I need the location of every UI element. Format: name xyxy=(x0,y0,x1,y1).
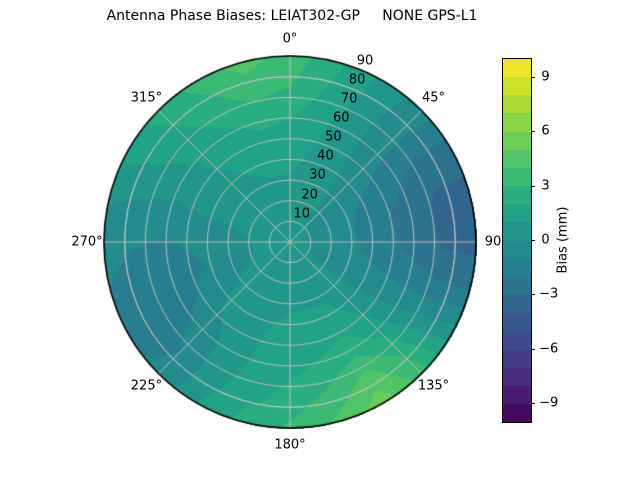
colorbar-segment xyxy=(503,113,531,132)
colorbar-segment xyxy=(503,131,531,150)
colorbar-segment xyxy=(503,95,531,114)
colorbar-segment xyxy=(503,403,531,423)
colorbar-segment xyxy=(503,204,531,223)
colorbar xyxy=(502,58,532,423)
theta-tick-label: 270° xyxy=(71,234,103,250)
colorbar-tickmark xyxy=(531,240,535,241)
r-tick-label: 70 xyxy=(340,91,358,107)
colorbar-segment xyxy=(503,167,531,187)
colorbar-segment xyxy=(503,258,531,277)
colorbar-segment xyxy=(503,349,531,368)
colorbar-segment xyxy=(503,240,531,259)
colorbar-segment xyxy=(503,149,531,168)
r-tick-label: 60 xyxy=(332,110,350,126)
colorbar-segment xyxy=(503,59,531,78)
theta-tick-label: 180° xyxy=(274,437,306,453)
colorbar-tick-label: −6 xyxy=(539,341,559,357)
colorbar-tick-label: 9 xyxy=(541,69,550,85)
r-tick-label: 90 xyxy=(356,53,374,69)
colorbar-segment xyxy=(503,295,531,314)
colorbar-segment xyxy=(503,331,531,350)
r-tick-label: 20 xyxy=(301,187,318,203)
r-tick-label: 80 xyxy=(348,72,366,88)
theta-tick-label: 90 xyxy=(484,234,502,250)
colorbar-segment xyxy=(503,367,531,386)
colorbar-segment xyxy=(503,77,531,96)
colorbar-tickmark xyxy=(531,185,535,187)
polar-contour-plot xyxy=(103,55,477,429)
theta-tick-label: 315° xyxy=(130,90,163,106)
r-tick-label: 10 xyxy=(293,206,311,222)
colorbar-tick-label: 6 xyxy=(541,123,550,139)
colorbar-segment xyxy=(503,276,531,296)
r-tick-label: 40 xyxy=(317,148,334,164)
colorbar-tick-label: −3 xyxy=(539,286,559,302)
colorbar-tickmark xyxy=(531,294,535,296)
r-tick-label: 50 xyxy=(325,129,342,145)
colorbar-segment xyxy=(503,186,531,205)
colorbar-tick-label: −9 xyxy=(539,395,559,411)
colorbar-tickmark xyxy=(531,348,535,350)
colorbar-axis-label: Bias (mm) xyxy=(555,206,571,274)
colorbar-tickmark xyxy=(531,131,535,133)
colorbar-tick-label: 0 xyxy=(541,232,550,248)
theta-tick-label: 45° xyxy=(422,90,446,106)
theta-tick-label: 225° xyxy=(130,378,163,394)
chart-title: Antenna Phase Biases: LEIAT302-GP NONE G… xyxy=(106,8,478,24)
r-tick-label: 30 xyxy=(309,167,326,183)
theta-tick-label: 0° xyxy=(282,31,298,47)
colorbar-tickmark xyxy=(531,403,535,405)
colorbar-segment xyxy=(503,222,531,241)
colorbar-tick-label: 3 xyxy=(541,178,550,194)
colorbar-tickmark xyxy=(531,76,535,78)
theta-tick-label: 135° xyxy=(417,378,450,394)
colorbar-segment xyxy=(503,313,531,332)
colorbar-segment xyxy=(503,385,531,404)
